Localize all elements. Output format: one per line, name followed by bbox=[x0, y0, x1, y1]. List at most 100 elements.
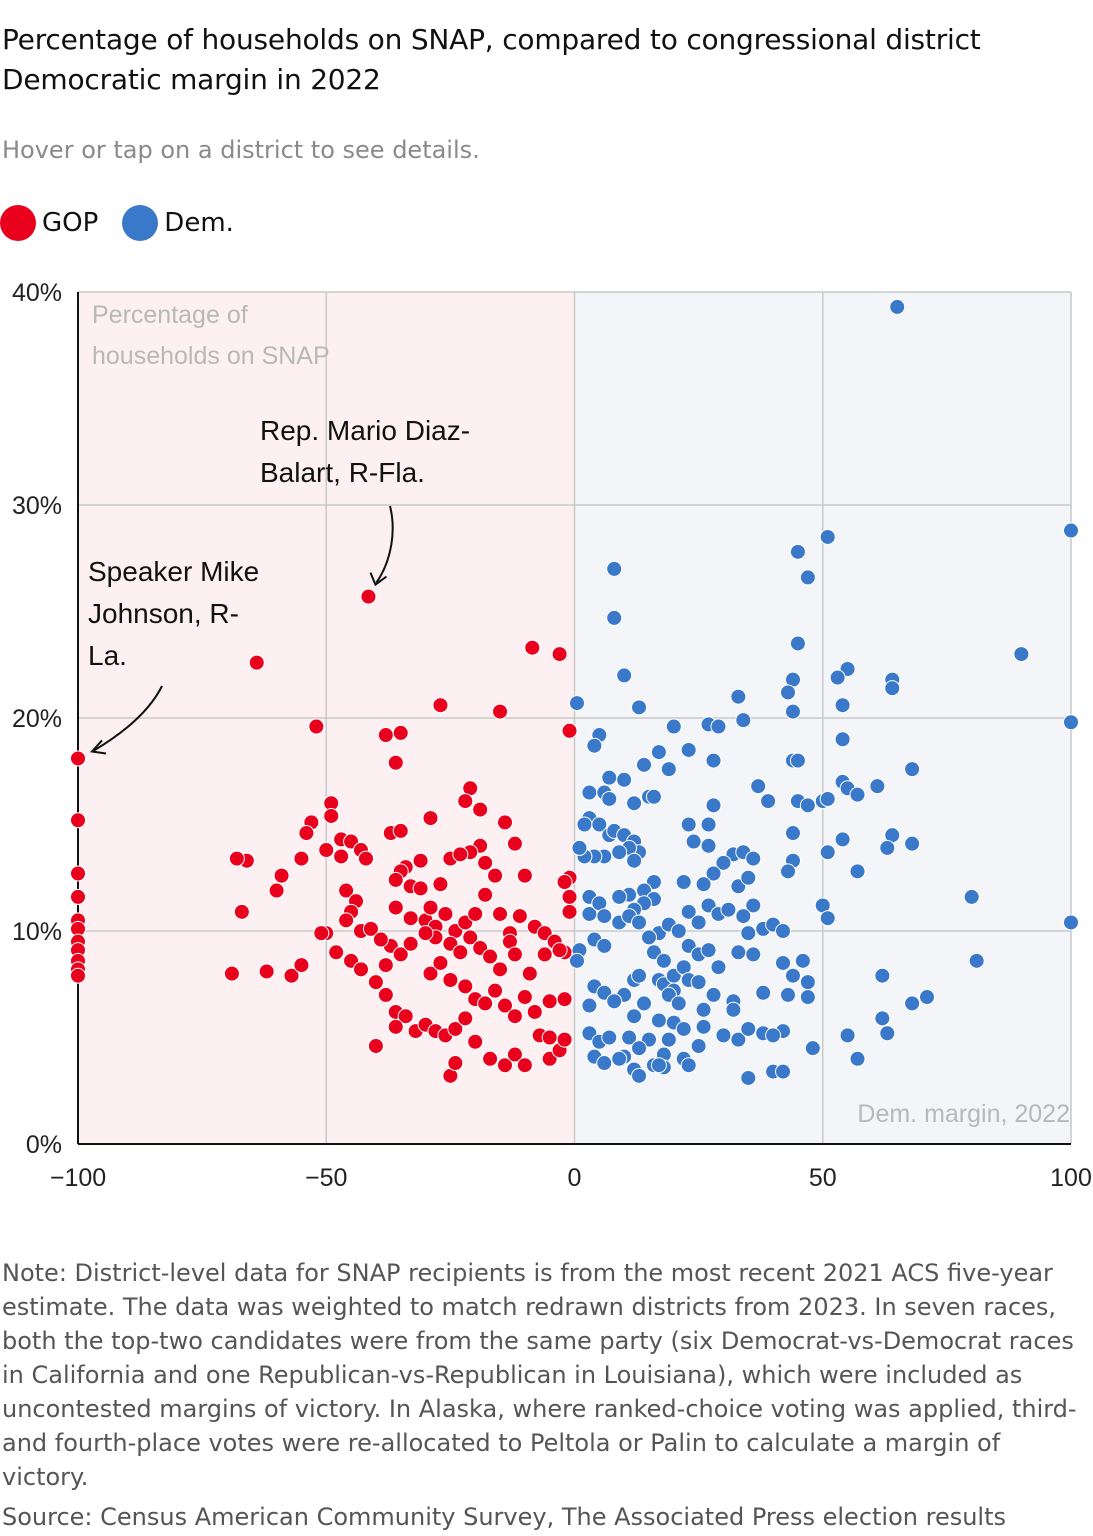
dem-district-point[interactable] bbox=[740, 1020, 757, 1037]
gop-district-point[interactable] bbox=[323, 807, 340, 824]
dem-district-point[interactable] bbox=[869, 778, 886, 795]
dem-district-point[interactable] bbox=[740, 925, 757, 942]
dem-district-point[interactable] bbox=[690, 1038, 707, 1055]
gop-district-point[interactable] bbox=[328, 944, 345, 961]
dem-district-point[interactable] bbox=[581, 784, 598, 801]
gop-district-point[interactable] bbox=[298, 825, 315, 842]
dem-district-point[interactable] bbox=[784, 967, 801, 984]
gop-district-point[interactable] bbox=[308, 718, 325, 735]
dem-district-point[interactable] bbox=[700, 942, 717, 959]
gop-district-point[interactable] bbox=[467, 1033, 484, 1050]
dem-district-point[interactable] bbox=[794, 952, 811, 969]
gop-district-point[interactable] bbox=[492, 703, 509, 720]
gop-district-point[interactable] bbox=[387, 754, 404, 771]
gop-district-point[interactable] bbox=[360, 588, 377, 605]
gop-district-point[interactable] bbox=[482, 1050, 499, 1067]
dem-district-point[interactable] bbox=[834, 697, 851, 714]
dem-district-point[interactable] bbox=[631, 1067, 648, 1084]
dem-district-point[interactable] bbox=[834, 731, 851, 748]
gop-district-point[interactable] bbox=[417, 925, 434, 942]
dem-district-point[interactable] bbox=[645, 788, 662, 805]
dem-district-point[interactable] bbox=[730, 1031, 747, 1048]
gop-district-point[interactable] bbox=[412, 852, 429, 869]
dem-district-point[interactable] bbox=[804, 1040, 821, 1057]
dem-district-point[interactable] bbox=[819, 790, 836, 807]
dem-district-point[interactable] bbox=[730, 688, 747, 705]
dem-district-point[interactable] bbox=[884, 680, 901, 697]
gop-district-point[interactable] bbox=[338, 882, 355, 899]
dem-district-point[interactable] bbox=[799, 797, 816, 814]
gop-district-point[interactable] bbox=[496, 814, 513, 831]
dem-district-point[interactable] bbox=[631, 967, 648, 984]
gop-district-point[interactable] bbox=[452, 846, 469, 863]
gop-district-point[interactable] bbox=[477, 854, 494, 871]
dem-district-point[interactable] bbox=[849, 863, 866, 880]
dem-district-point[interactable] bbox=[606, 609, 623, 626]
gop-district-point[interactable] bbox=[377, 986, 394, 1003]
dem-district-point[interactable] bbox=[760, 793, 777, 810]
gop-district-point[interactable] bbox=[506, 946, 523, 963]
gop-district-point[interactable] bbox=[452, 944, 469, 961]
dem-district-point[interactable] bbox=[626, 852, 643, 869]
dem-district-point[interactable] bbox=[601, 790, 618, 807]
dem-district-point[interactable] bbox=[631, 699, 648, 716]
gop-district-point[interactable] bbox=[541, 1029, 558, 1046]
dem-district-point[interactable] bbox=[611, 844, 628, 861]
dem-district-point[interactable] bbox=[568, 952, 585, 969]
gop-district-point[interactable] bbox=[313, 925, 330, 942]
dem-district-point[interactable] bbox=[650, 1057, 667, 1074]
dem-district-point[interactable] bbox=[789, 635, 806, 652]
dem-district-point[interactable] bbox=[779, 986, 796, 1003]
gop-district-point[interactable] bbox=[437, 905, 454, 922]
dem-district-point[interactable] bbox=[904, 995, 921, 1012]
gop-district-point[interactable] bbox=[422, 810, 439, 827]
dem-district-point[interactable] bbox=[611, 888, 628, 905]
dem-district-point[interactable] bbox=[889, 298, 906, 315]
dem-district-point[interactable] bbox=[819, 910, 836, 927]
gop-district-point[interactable] bbox=[392, 822, 409, 839]
dem-district-point[interactable] bbox=[705, 797, 722, 814]
dem-district-point[interactable] bbox=[705, 865, 722, 882]
dem-district-point[interactable] bbox=[586, 737, 603, 754]
dem-district-point[interactable] bbox=[581, 997, 598, 1014]
dem-district-point[interactable] bbox=[680, 816, 697, 833]
dem-district-point[interactable] bbox=[1013, 646, 1030, 663]
gop-district-point[interactable] bbox=[432, 876, 449, 893]
dem-district-point[interactable] bbox=[710, 959, 727, 976]
dem-district-point[interactable] bbox=[705, 752, 722, 769]
gop-district-point[interactable] bbox=[516, 989, 533, 1006]
gop-district-point[interactable] bbox=[511, 908, 528, 925]
dem-district-point[interactable] bbox=[710, 718, 727, 735]
dem-district-point[interactable] bbox=[819, 844, 836, 861]
dem-district-point[interactable] bbox=[799, 569, 816, 586]
gop-district-point[interactable] bbox=[397, 1008, 414, 1025]
gop-district-point[interactable] bbox=[482, 948, 499, 965]
dem-district-point[interactable] bbox=[670, 923, 687, 939]
gop-district-point[interactable] bbox=[333, 848, 350, 865]
dem-district-point[interactable] bbox=[606, 560, 623, 577]
dem-district-point[interactable] bbox=[775, 1063, 792, 1080]
gop-district-point[interactable] bbox=[556, 991, 573, 1008]
gop-district-point[interactable] bbox=[516, 1057, 533, 1074]
dem-district-point[interactable] bbox=[740, 1069, 757, 1086]
gop-district-point[interactable] bbox=[387, 1018, 404, 1035]
dem-district-point[interactable] bbox=[784, 825, 801, 842]
dem-district-point[interactable] bbox=[904, 835, 921, 852]
dem-district-point[interactable] bbox=[685, 833, 702, 850]
dem-district-point[interactable] bbox=[968, 952, 985, 969]
gop-district-point[interactable] bbox=[506, 1008, 523, 1025]
dem-district-point[interactable] bbox=[904, 761, 921, 778]
dem-district-point[interactable] bbox=[750, 778, 767, 795]
gop-district-point[interactable] bbox=[477, 995, 494, 1012]
dem-district-point[interactable] bbox=[1063, 522, 1079, 539]
dem-district-point[interactable] bbox=[829, 669, 846, 686]
gop-district-point[interactable] bbox=[457, 1010, 474, 1027]
dem-district-point[interactable] bbox=[665, 718, 682, 735]
dem-district-point[interactable] bbox=[963, 888, 980, 905]
gop-district-point[interactable] bbox=[367, 1038, 384, 1055]
gop-district-point[interactable] bbox=[487, 867, 504, 884]
gop-district-point[interactable] bbox=[392, 946, 409, 963]
dem-district-point[interactable] bbox=[745, 850, 762, 867]
dem-district-point[interactable] bbox=[631, 914, 648, 931]
dem-district-point[interactable] bbox=[675, 874, 692, 891]
